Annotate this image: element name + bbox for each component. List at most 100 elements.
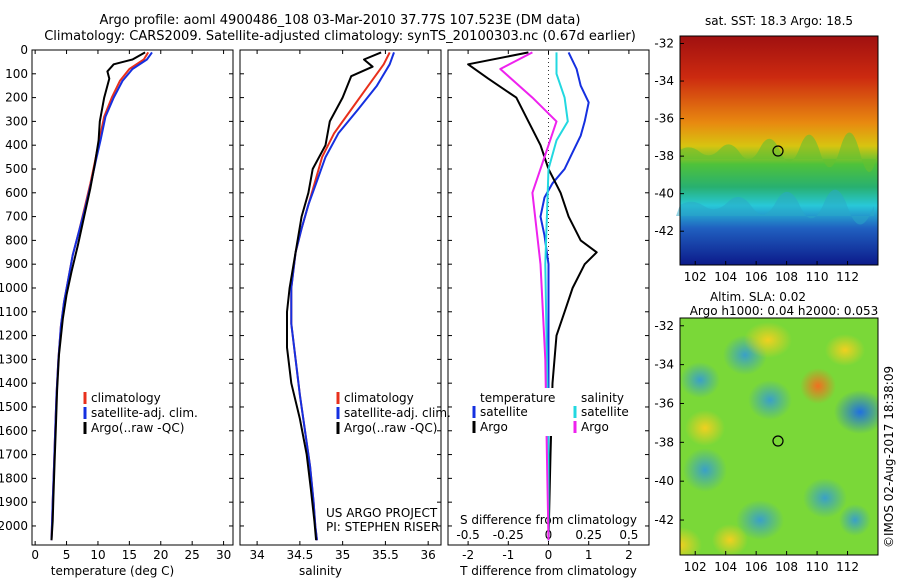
- sla-map: Altim. SLA: 0.02 Argo h1000: 0.04 h2000:…: [654, 290, 879, 574]
- depth-tick-label: 400: [5, 138, 28, 152]
- map-lat-tick-label: -40: [654, 474, 674, 488]
- x-axis-label: salinity: [299, 564, 342, 578]
- x-tick-label: -2: [462, 548, 474, 562]
- salinity-panel: 34 34.5 35 35.5 36 salinity: [239, 49, 442, 578]
- legend-label-sal-argo: Argo: [581, 420, 609, 434]
- project-note-line2: PI: STEPHEN RISER: [326, 520, 439, 534]
- credit-text: ©IMOS 02-Aug-2017 18:38:09: [882, 366, 896, 548]
- map-lat-tick-label: -42: [654, 224, 674, 238]
- depth-tick-label: 1300: [0, 352, 28, 366]
- depth-tick-label: 900: [5, 257, 28, 271]
- depth-tick-label: 1000: [0, 281, 28, 295]
- x-tick-label-top: 0.25: [575, 528, 602, 542]
- depth-tick-label: 100: [5, 67, 28, 81]
- map-lat-tick-label: -38: [654, 149, 674, 163]
- legend-label-climatology: climatology: [344, 391, 414, 405]
- legend-label-temp-argo: Argo: [480, 420, 508, 434]
- x-tick-label: 5: [63, 548, 71, 562]
- salinity-legend: climatology satellite-adj. clim. Argo(..…: [336, 391, 451, 435]
- depth-tick-label: 1200: [0, 329, 28, 343]
- depth-tick-label: 1600: [0, 424, 28, 438]
- map-lon-tick-label: 110: [806, 560, 829, 574]
- sst-map-title: sat. SST: 18.3 Argo: 18.5: [705, 14, 853, 28]
- x-tick-label: 1: [585, 548, 593, 562]
- map-lat-tick-label: -36: [654, 112, 674, 126]
- x-tick-label: 35: [335, 548, 350, 562]
- sst-cold-texture: [676, 189, 874, 225]
- series-line-temperature-argo: [467, 51, 598, 541]
- plot-frame: [31, 49, 234, 546]
- map-lat-tick-label: -34: [654, 74, 674, 88]
- map-lon-tick-label: 102: [684, 560, 707, 574]
- temperature-panel: 0 100 200 300 400 500 600 700 800 900 1000 1100 1200…: [0, 43, 234, 578]
- map-lon-tick-label: 106: [745, 270, 768, 284]
- legend-label-argo: Argo(..raw -QC): [91, 421, 184, 435]
- depth-tick-label: 600: [5, 186, 28, 200]
- x-tick-label: 36: [421, 548, 436, 562]
- x-tick-label: 35.5: [372, 548, 399, 562]
- depth-tick-label: 500: [5, 162, 28, 176]
- x-tick-label-top: 0.5: [619, 528, 638, 542]
- series-line-argo-raw-qc-: [286, 51, 382, 541]
- figure-title-line2: Climatology: CARS2009. Satellite-adjuste…: [44, 29, 636, 44]
- x-tick-label: 34: [249, 548, 264, 562]
- map-lon-tick-label: 108: [775, 270, 798, 284]
- sst-map: sat. SST: 18.3 Argo: 18.5 102 104 106 108 11…: [654, 14, 879, 284]
- plot-frame: [239, 49, 442, 546]
- x-tick-label: 20: [153, 548, 168, 562]
- legend-temp-header: temperature: [480, 391, 555, 405]
- map-lon-tick-label: 106: [745, 560, 768, 574]
- x-axis-label: temperature (deg C): [51, 564, 174, 578]
- sla-argo-location-marker: [772, 435, 784, 447]
- project-note: US ARGO PROJECT PI: STEPHEN RISER: [326, 506, 439, 534]
- legend-sal-header: salinity: [581, 391, 624, 405]
- sst-front-texture: [680, 132, 878, 173]
- map-lat-tick-label: -32: [654, 37, 674, 51]
- map-lon-tick-label: 110: [806, 270, 829, 284]
- depth-tick-label: 200: [5, 91, 28, 105]
- map-lon-tick-label: 102: [684, 270, 707, 284]
- depth-tick-label: 0: [20, 43, 28, 57]
- depth-tick-label: 1100: [0, 305, 28, 319]
- depth-tick-label: 700: [5, 210, 28, 224]
- sla-map-title-line2: Argo h1000: 0.04 h2000: 0.053: [690, 304, 879, 318]
- depth-tick-label: 300: [5, 114, 28, 128]
- legend-label-satellite: satellite-adj. clim.: [91, 406, 198, 420]
- depth-tick-label: 1800: [0, 471, 28, 485]
- map-lat-tick-label: -40: [654, 187, 674, 201]
- depth-tick-label: 1500: [0, 400, 28, 414]
- depth-tick-label: 1700: [0, 448, 28, 462]
- series-line-temperature-satellite: [539, 51, 590, 541]
- depth-tick-label: 1400: [0, 376, 28, 390]
- legend-label-argo: Argo(..raw -QC): [344, 421, 437, 435]
- x-tick-label: -1: [502, 548, 514, 562]
- x-tick-label: 30: [216, 548, 231, 562]
- x-tick-label: 34.5: [287, 548, 314, 562]
- legend-label-sal-satellite: satellite: [581, 405, 629, 419]
- difference-legend: temperature salinity satellite Argo sate…: [466, 388, 629, 436]
- depth-tick-label: 800: [5, 233, 28, 247]
- legend-label-temp-satellite: satellite: [480, 405, 528, 419]
- figure-title-line1: Argo profile: aoml 4900486_108 03-Mar-20…: [99, 13, 581, 28]
- map-lon-tick-label: 104: [714, 270, 737, 284]
- depth-tick-label: 2000: [0, 519, 28, 533]
- x-tick-label: 0: [545, 548, 553, 562]
- legend-label-climatology: climatology: [91, 391, 161, 405]
- map-lat-tick-label: -42: [654, 513, 674, 527]
- map-lon-tick-label: 104: [714, 560, 737, 574]
- map-lat-tick-label: -36: [654, 396, 674, 410]
- x-tick-label-top: -0.25: [493, 528, 524, 542]
- series-line-argo-raw-qc-: [50, 51, 146, 541]
- x-axis-label: T difference from climatology: [459, 564, 637, 578]
- x-tick-label: 10: [90, 548, 105, 562]
- map-lon-tick-label: 112: [836, 560, 859, 574]
- x-tick-label: 2: [625, 548, 633, 562]
- sla-map-title-line1: Altim. SLA: 0.02: [710, 290, 806, 304]
- project-note-line1: US ARGO PROJECT: [326, 506, 438, 520]
- x-tick-label: 15: [122, 548, 137, 562]
- x-tick-label: 25: [185, 548, 200, 562]
- legend-label-satellite: satellite-adj. clim.: [344, 406, 451, 420]
- depth-tick-label: 1900: [0, 495, 28, 509]
- sst-argo-location-marker: [772, 145, 784, 157]
